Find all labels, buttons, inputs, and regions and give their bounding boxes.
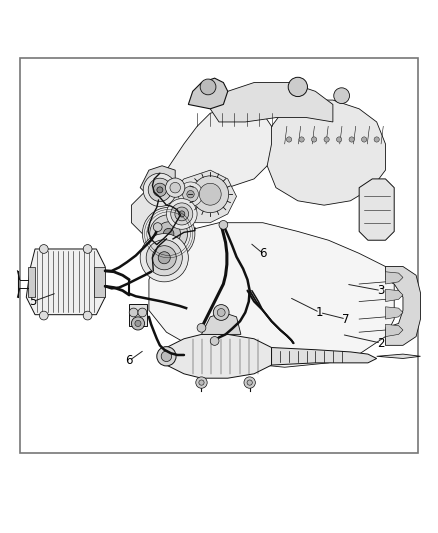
Circle shape — [138, 308, 147, 317]
Circle shape — [196, 377, 207, 388]
Circle shape — [210, 336, 219, 345]
Circle shape — [170, 182, 180, 193]
Polygon shape — [272, 348, 377, 365]
Polygon shape — [385, 289, 403, 302]
Circle shape — [39, 245, 48, 253]
Text: 3: 3 — [378, 284, 385, 297]
Circle shape — [247, 380, 252, 385]
Circle shape — [131, 317, 145, 330]
Circle shape — [163, 229, 174, 239]
Circle shape — [192, 176, 229, 213]
Circle shape — [157, 222, 180, 246]
Circle shape — [219, 221, 228, 229]
Circle shape — [200, 79, 216, 95]
Circle shape — [171, 203, 193, 225]
Polygon shape — [385, 324, 403, 336]
Polygon shape — [26, 249, 105, 314]
Circle shape — [158, 252, 170, 264]
Circle shape — [336, 137, 342, 142]
Circle shape — [150, 215, 187, 253]
Polygon shape — [188, 78, 228, 109]
Circle shape — [140, 233, 188, 282]
Circle shape — [142, 207, 195, 260]
Text: 5: 5 — [29, 295, 36, 308]
Circle shape — [197, 324, 206, 332]
Circle shape — [199, 183, 221, 205]
Polygon shape — [377, 354, 420, 359]
Circle shape — [152, 246, 176, 270]
Text: 7: 7 — [342, 312, 350, 326]
Circle shape — [334, 88, 350, 103]
Circle shape — [288, 77, 307, 96]
Circle shape — [183, 186, 198, 202]
Text: 4: 4 — [228, 317, 236, 330]
Circle shape — [311, 137, 317, 142]
Circle shape — [153, 223, 162, 231]
Polygon shape — [94, 266, 105, 297]
Circle shape — [166, 178, 185, 197]
Circle shape — [161, 351, 172, 361]
Circle shape — [148, 178, 172, 201]
Polygon shape — [28, 266, 35, 297]
Polygon shape — [166, 109, 276, 188]
Polygon shape — [131, 179, 184, 240]
Text: 1: 1 — [316, 306, 324, 319]
Circle shape — [187, 191, 194, 198]
Circle shape — [199, 380, 204, 385]
Circle shape — [83, 311, 92, 320]
Circle shape — [83, 245, 92, 253]
Circle shape — [143, 173, 177, 206]
Polygon shape — [267, 100, 385, 205]
Text: 6: 6 — [125, 354, 133, 367]
Text: 2: 2 — [377, 337, 385, 350]
Circle shape — [324, 137, 329, 142]
Circle shape — [146, 240, 182, 276]
Polygon shape — [166, 334, 272, 378]
Circle shape — [286, 137, 292, 142]
Circle shape — [217, 309, 225, 317]
Circle shape — [39, 311, 48, 320]
Polygon shape — [140, 166, 175, 197]
Polygon shape — [385, 266, 420, 345]
Circle shape — [129, 308, 138, 317]
Circle shape — [361, 137, 367, 142]
Circle shape — [175, 207, 189, 221]
Polygon shape — [129, 304, 147, 326]
Circle shape — [153, 183, 166, 197]
Circle shape — [178, 182, 203, 206]
Circle shape — [244, 377, 255, 388]
Polygon shape — [359, 179, 394, 240]
Polygon shape — [149, 223, 394, 367]
Circle shape — [157, 346, 176, 366]
Polygon shape — [166, 170, 237, 223]
Polygon shape — [385, 307, 403, 319]
Circle shape — [374, 137, 379, 142]
Polygon shape — [201, 312, 241, 334]
Text: 6: 6 — [259, 247, 267, 260]
Polygon shape — [385, 272, 403, 284]
Circle shape — [213, 304, 229, 320]
Circle shape — [299, 137, 304, 142]
Circle shape — [135, 320, 141, 327]
Circle shape — [157, 187, 163, 193]
Circle shape — [166, 199, 197, 229]
Polygon shape — [210, 83, 333, 122]
Circle shape — [349, 137, 354, 142]
Circle shape — [179, 211, 185, 217]
